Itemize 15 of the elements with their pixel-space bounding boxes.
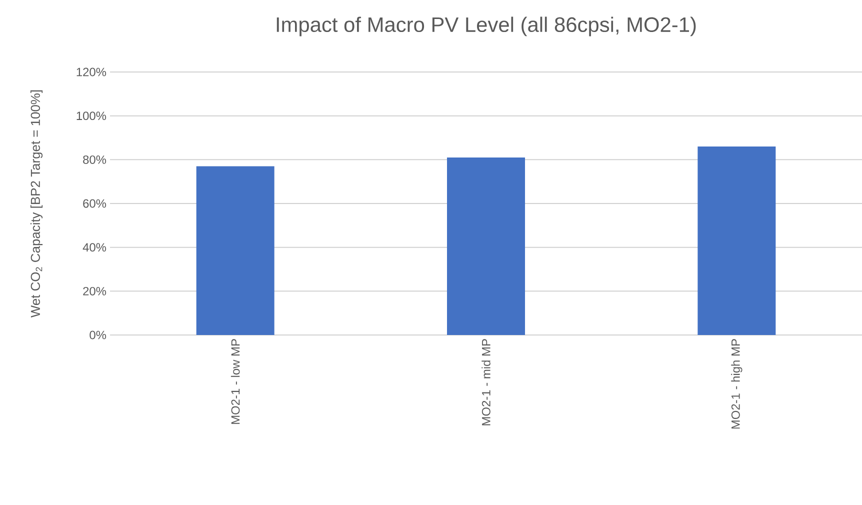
y-tick-label: 0%: [90, 330, 106, 340]
x-tick-label: MO2-1 - high MP: [731, 339, 742, 429]
y-tick-label: 100%: [76, 112, 106, 120]
bar: [698, 146, 776, 336]
bar: [196, 166, 274, 336]
y-tick-label: 120%: [76, 68, 106, 76]
x-tick-label: MO2-1 - low MP: [230, 339, 240, 424]
y-tick-label: 60%: [83, 199, 106, 208]
y-axis-title: Wet CO$_{2}$ Capacity [BP2 Target = 100%]: [30, 90, 43, 318]
bar: [447, 157, 526, 336]
x-tick-label: MO2-1 - mid MP: [482, 339, 490, 426]
y-tick-label: 80%: [83, 155, 106, 164]
y-tick-label: 40%: [82, 243, 106, 252]
chart-title: Impact of Macro PV Level (all 86cpsi, MO2-1): [276, 16, 696, 36]
y-tick-label: 20%: [83, 286, 106, 296]
